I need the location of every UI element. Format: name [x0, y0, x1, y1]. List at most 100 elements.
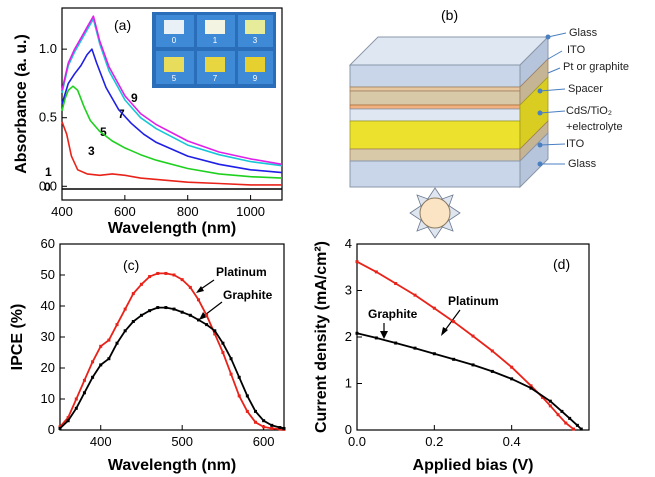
leader-spacer: [539, 88, 566, 92]
panel-a-xlabel: Wavelength (nm): [108, 220, 236, 237]
y-tick-label: 1.0: [39, 41, 57, 56]
point-graphite: [188, 313, 192, 317]
panel-c-ipce: (c) Platinum Graphite Wavelength (nm) IP…: [9, 236, 286, 474]
panel-a-inset-photo: 0 1 3 5 7 9: [152, 12, 276, 88]
y-tick-label: 1: [345, 376, 352, 391]
point-graphite: [568, 416, 572, 420]
annotation-graphite-d: Graphite: [368, 307, 418, 321]
point-platinum: [374, 270, 378, 274]
point-graphite: [270, 423, 274, 427]
sun-icon: [409, 187, 461, 239]
point-platinum: [74, 397, 78, 401]
y-tick-label: 0.0: [39, 178, 57, 193]
point-platinum: [510, 365, 514, 369]
glass-top-face: [348, 36, 550, 66]
vial-label-9: 9: [253, 74, 258, 83]
point-platinum: [164, 271, 168, 275]
x-tick-label: 600: [114, 204, 136, 219]
point-graphite: [579, 427, 583, 431]
point-platinum: [237, 394, 241, 398]
curve-label-1: 1: [45, 165, 52, 179]
point-platinum: [196, 298, 200, 302]
point-graphite: [66, 419, 70, 423]
point-graphite: [91, 375, 95, 379]
point-platinum: [355, 260, 359, 264]
leader-cds: [539, 110, 566, 114]
point-graphite: [471, 363, 475, 367]
series-line-graphite: [356, 332, 582, 430]
annotation-platinum-c: Platinum: [216, 265, 267, 279]
curve-label-5: 5: [100, 125, 107, 139]
point-platinum: [99, 344, 103, 348]
y-tick-label: 0: [345, 422, 352, 437]
point-graphite: [58, 426, 62, 430]
x-tick-label: 0.2: [425, 434, 443, 449]
point-graphite: [229, 357, 233, 361]
series-line-3: [61, 85, 283, 179]
point-graphite: [82, 391, 86, 395]
point-graphite: [123, 329, 127, 333]
curve-label-9: 9: [131, 91, 138, 105]
point-platinum: [471, 334, 475, 338]
vial-label-1: 1: [213, 36, 218, 45]
point-platinum: [123, 307, 127, 311]
point-graphite: [432, 352, 436, 356]
y-tick-label: 4: [345, 236, 352, 251]
point-platinum: [394, 282, 398, 286]
point-graphite: [355, 331, 359, 335]
point-graphite: [115, 341, 119, 345]
point-platinum: [229, 372, 233, 376]
vial-sample-3: [245, 20, 265, 34]
leader-glass-top: [547, 32, 567, 38]
point-platinum: [278, 427, 282, 431]
annotation-graphite-c: Graphite: [223, 288, 273, 302]
arrowhead-platinum-d: [441, 327, 448, 336]
point-platinum: [529, 384, 533, 388]
point-platinum: [490, 349, 494, 353]
panel-c-tag: (c): [123, 257, 139, 273]
series-line-7: [61, 18, 283, 167]
point-graphite: [74, 406, 78, 410]
point-graphite: [374, 336, 378, 340]
panel-d-xlabel: Applied bias (V): [413, 457, 534, 474]
label-electrolyte: +electrolyte: [566, 121, 623, 133]
point-platinum: [213, 332, 217, 336]
y-tick-label: 0.5: [39, 110, 57, 125]
pt-graphite-layer: [349, 104, 521, 110]
ito-bottom-layer: [349, 148, 521, 162]
curve-label-7: 7: [118, 107, 125, 121]
label-ito-bottom: ITO: [566, 138, 585, 150]
vial-sample-0: [164, 20, 184, 34]
point-graphite: [394, 341, 398, 345]
leader-ito-bottom: [539, 143, 566, 146]
point-graphite: [245, 394, 249, 398]
annotation-platinum-d: Platinum: [448, 294, 499, 308]
leader-pt: [547, 67, 561, 74]
point-graphite: [221, 341, 225, 345]
panel-b-device-diagram: (b) Glass ITO Pt or graphite: [348, 7, 629, 239]
point-graphite: [413, 346, 417, 350]
vial-sample-7: [205, 57, 225, 72]
point-platinum: [221, 351, 225, 354]
point-graphite: [237, 375, 241, 379]
point-graphite: [560, 409, 564, 413]
panel-a-ylabel: Absorbance (a. u.): [13, 34, 30, 174]
leader-ito-top: [547, 50, 563, 60]
vial-sample-9: [245, 57, 265, 72]
arrowhead-graphite-c: [199, 312, 207, 320]
point-graphite: [282, 426, 286, 430]
point-platinum: [131, 292, 135, 296]
panel-a-absorbance: 0 1 3 5 7 9 (a) 0 1 3 5 7 9 Wavelength (…: [13, 7, 283, 237]
point-platinum: [180, 278, 184, 282]
point-graphite: [278, 426, 282, 430]
point-platinum: [148, 275, 152, 279]
point-platinum: [432, 306, 436, 310]
panel-b-tag: (b): [441, 7, 458, 23]
series-line-5: [61, 48, 283, 174]
y-tick-label: 20: [41, 360, 55, 375]
label-ito-top: ITO: [567, 44, 586, 56]
point-graphite: [156, 306, 160, 310]
point-graphite: [253, 409, 257, 413]
point-graphite: [575, 423, 579, 427]
